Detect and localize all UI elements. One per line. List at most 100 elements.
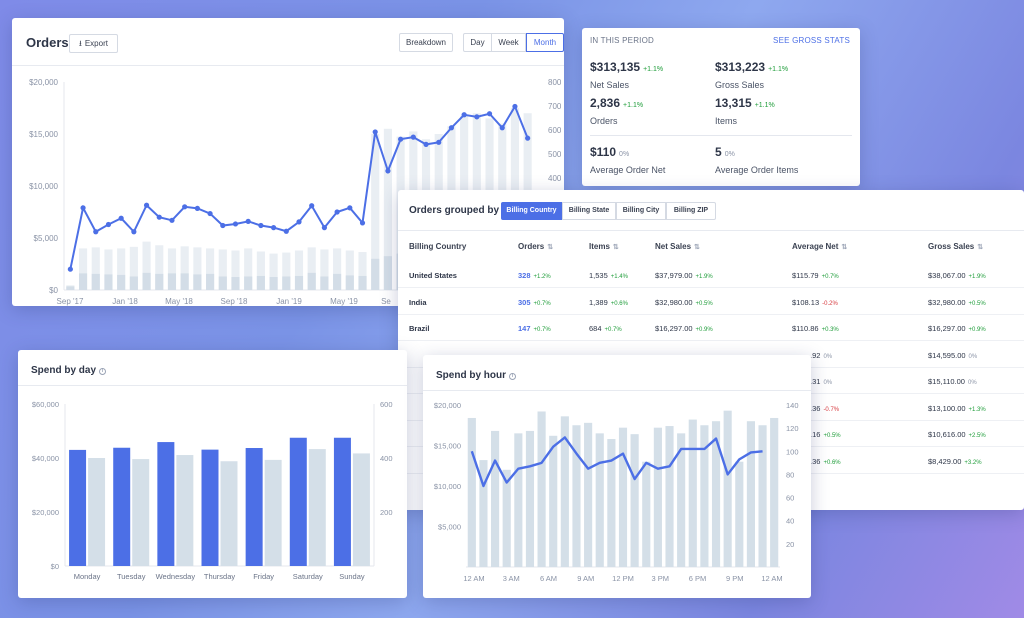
column-header-orders[interactable]: Orders ⇅: [518, 242, 553, 251]
stat-value: $313,135: [590, 60, 641, 74]
spend-hour-bar: [618, 427, 628, 567]
orders-value[interactable]: 328: [518, 271, 531, 280]
tab-billing-zip[interactable]: Billing ZIP: [666, 202, 716, 220]
cell-gross-sales: $38,067.00 +1.9%: [928, 271, 986, 280]
spend-day-bar-secondary: [176, 455, 194, 566]
y-tick-label: $40,000: [32, 454, 59, 463]
spend-by-day-card: Spend by day i Monday Tuesday Wednesday Thur…: [18, 350, 407, 598]
orders-bar: [206, 248, 215, 290]
period-month-button[interactable]: Month: [526, 33, 564, 52]
y-tick-label: $5,000: [438, 523, 461, 532]
cell-average-net: $108.13 -0.2%: [792, 298, 838, 307]
x-tick-label: 3 PM: [651, 574, 669, 583]
y-tick-label: $0: [51, 562, 59, 571]
orders-bar-segment: [294, 275, 304, 290]
orders-bar-segment: [231, 277, 240, 290]
spend-hour-bar: [630, 434, 639, 567]
info-icon[interactable]: i: [99, 368, 107, 375]
spend-hour-bar: [711, 421, 721, 567]
orders-point: [448, 125, 455, 131]
orders-point: [194, 205, 200, 211]
spend-day-bar-secondary: [352, 453, 370, 566]
spend-hour-bar: [735, 461, 744, 567]
orders-value[interactable]: 305: [518, 297, 531, 307]
cell-average-net: .92 0%: [810, 351, 832, 360]
download-icon: ⭳: [79, 39, 82, 48]
stat-value: 5: [715, 145, 722, 159]
column-header-country[interactable]: Billing Country: [409, 242, 466, 251]
avg-change: -0.2%: [822, 300, 838, 307]
stat-change: +1.1%: [643, 66, 664, 73]
spend-by-day-chart: Monday Tuesday Wednesday Thursday Friday Satu…: [32, 400, 393, 581]
stat-average-order-items: 5 0% Average Order Items: [715, 143, 798, 175]
orders-point: [309, 203, 315, 209]
stat-change: +1.1%: [623, 102, 644, 109]
period-week-button[interactable]: Week: [491, 33, 526, 52]
breakdown-button[interactable]: Breakdown: [399, 33, 453, 52]
stat-value-row: $110 0%: [590, 143, 665, 161]
spend-day-bar: [333, 437, 351, 566]
tab-billing-country[interactable]: Billing Country: [501, 202, 562, 220]
column-header-items[interactable]: Items ⇅: [589, 242, 619, 251]
orders-point: [156, 214, 162, 220]
orders-change: +1.2%: [533, 274, 551, 280]
avg-change: +0.5%: [823, 433, 841, 439]
x-tick-label: Se: [381, 297, 391, 306]
export-label: Export: [84, 39, 108, 48]
spend-hour-bar: [572, 425, 581, 567]
stat-average-order-net: $110 0% Average Order Net: [590, 143, 665, 175]
orders-bar-segment: [91, 273, 100, 290]
orders-bar: [371, 134, 380, 290]
stat-items: 13,315 +1.1% Items: [715, 94, 775, 126]
avg-value: .16: [810, 430, 821, 439]
column-header-average-net[interactable]: Average Net ⇅: [792, 242, 847, 251]
orders-bar: [91, 247, 100, 290]
stat-label: Net Sales: [590, 80, 630, 90]
orders-bar-segment: [269, 277, 278, 290]
column-header-net-sales[interactable]: Net Sales ⇅: [655, 242, 700, 251]
orders-point: [436, 139, 442, 145]
gross-value: $14,595.00: [928, 350, 966, 360]
export-button[interactable]: ⭳ Export: [69, 34, 118, 53]
x-tick-label: May '18: [165, 297, 193, 306]
spend-by-hour-header: Spend by hour i: [423, 355, 811, 391]
stat-net-sales: $313,135 +1.1% Net Sales: [590, 58, 663, 90]
spend-by-day-title-text: Spend by day: [31, 365, 97, 376]
avg-change: -0.7%: [823, 406, 840, 413]
orders-bar-segment: [307, 272, 316, 290]
orders-value[interactable]: 147: [518, 324, 531, 333]
gross-change: +3.2%: [964, 459, 982, 466]
cell-country: United States: [409, 271, 457, 280]
column-label: Gross Sales: [928, 242, 975, 251]
spend-hour-bar: [688, 419, 697, 567]
net-change: +0.9%: [695, 327, 713, 333]
orders-bar-segment: [180, 273, 189, 290]
orders-bar: [193, 247, 202, 290]
orders-bar: [117, 248, 126, 290]
net-change: +1.9%: [695, 274, 713, 280]
cell-country: India: [409, 297, 427, 307]
info-icon[interactable]: i: [509, 373, 516, 380]
tab-billing-city[interactable]: Billing City: [616, 202, 666, 220]
orders-bar-segment: [167, 273, 177, 290]
orders-point: [80, 205, 86, 211]
avg-change: 0%: [823, 353, 833, 360]
period-day-button[interactable]: Day: [463, 33, 492, 52]
tab-billing-state[interactable]: Billing State: [562, 202, 616, 220]
column-header-gross-sales[interactable]: Gross Sales ⇅: [928, 242, 983, 251]
y-right-tick-label: 60: [786, 494, 794, 503]
spend-day-bar: [69, 449, 87, 566]
x-tick-label: Sunday: [339, 572, 365, 581]
column-label: Items: [589, 242, 610, 251]
spend-day-bar-secondary: [88, 458, 106, 566]
items-value: 1,389: [589, 297, 608, 307]
orders-title: Orders: [26, 35, 69, 50]
grouped-title: Orders grouped by: [409, 205, 500, 216]
orders-point: [398, 136, 404, 142]
spend-hour-bar: [479, 460, 488, 567]
avg-value: .36: [810, 456, 821, 466]
spend-hour-bar: [700, 425, 709, 567]
orders-point: [372, 129, 378, 135]
see-gross-stats-link[interactable]: SEE GROSS STATS: [773, 36, 850, 45]
orders-bar-segment: [320, 276, 329, 290]
